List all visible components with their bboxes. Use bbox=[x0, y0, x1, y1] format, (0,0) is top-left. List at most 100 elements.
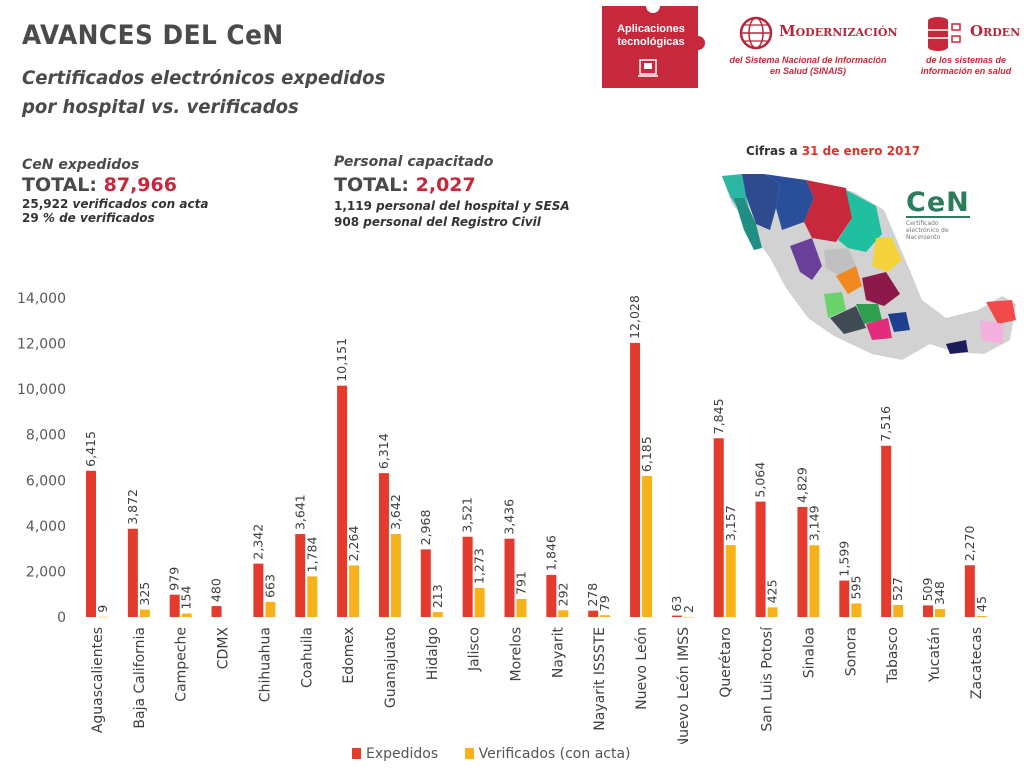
puzzle-line-1: Aplicaciones bbox=[617, 23, 685, 35]
x-tick-label: Hidalgo bbox=[425, 627, 441, 680]
bar-expedidos bbox=[211, 606, 222, 617]
personal-hospital-text: personal del hospital y SESA bbox=[376, 199, 570, 213]
bar-verificados bbox=[809, 545, 820, 617]
x-tick-label: Zacatecas bbox=[969, 627, 985, 699]
cen-verified-line: 25,922 verificados con acta bbox=[22, 197, 208, 211]
cen-verified-text: verificados con acta bbox=[72, 197, 209, 211]
page-subtitle: Certificados electrónicos expedidos por … bbox=[22, 64, 385, 122]
personal-total-label: TOTAL: bbox=[334, 174, 410, 196]
x-tick-label: Aguascalientes bbox=[90, 627, 106, 733]
y-tick-label: 8,000 bbox=[26, 428, 66, 444]
bar-verificados bbox=[139, 609, 150, 617]
bar-expedidos bbox=[964, 565, 975, 617]
modernizacion-sub-1: del Sistema Nacional de Información bbox=[729, 55, 887, 65]
bar-expedidos bbox=[420, 549, 431, 617]
data-label-verificados: 325 bbox=[137, 582, 152, 606]
x-tick-label: Nuevo León bbox=[634, 627, 650, 710]
data-label-expedidos: 1,846 bbox=[543, 535, 558, 571]
data-label-expedidos: 63 bbox=[669, 596, 684, 612]
orden-subtitle: de los sistemas de información en salud bbox=[910, 55, 1022, 77]
personal-stats-label: Personal capacitado bbox=[334, 154, 494, 170]
bar-expedidos bbox=[797, 506, 808, 617]
data-label-expedidos: 278 bbox=[585, 583, 600, 607]
cen-logo-caption: Certificado electrónico de Nacimiento bbox=[906, 220, 974, 241]
x-tick-label: Nayarit ISSSTE bbox=[592, 627, 608, 731]
bar-verificados bbox=[390, 534, 401, 617]
data-label-verificados: 6,185 bbox=[639, 436, 654, 472]
cen-percent-num: 29 bbox=[22, 211, 39, 225]
x-tick-label: San Luis Potosí bbox=[760, 626, 776, 732]
x-tick-label: Yucatán bbox=[927, 627, 943, 683]
page-title: AVANCES DEL CeN bbox=[22, 20, 284, 51]
x-tick-label: Tabasco bbox=[885, 627, 901, 684]
data-label-verificados: 2,264 bbox=[346, 526, 361, 562]
data-label-verificados: 1,784 bbox=[304, 537, 319, 573]
personal-hospital-line: 1,119 personal del hospital y SESA bbox=[334, 199, 570, 213]
cen-logo: CeN Certificado electrónico de Nacimient… bbox=[906, 187, 974, 241]
bar-expedidos bbox=[253, 563, 264, 617]
data-label-expedidos: 2,270 bbox=[962, 525, 977, 561]
bar-expedidos bbox=[630, 342, 641, 617]
x-axis: Aguascalientes Baja California Campeche CDM… bbox=[90, 626, 985, 744]
data-label-verificados: 2 bbox=[681, 605, 696, 613]
bar-expedidos bbox=[169, 594, 180, 617]
cen-caption-2: electrónico de bbox=[906, 227, 949, 234]
legend-swatch-verificados bbox=[464, 748, 474, 759]
database-icon bbox=[928, 17, 961, 51]
legend-swatch-expedidos bbox=[352, 748, 361, 759]
data-label-verificados: 595 bbox=[848, 576, 863, 600]
data-label-expedidos: 5,064 bbox=[753, 462, 768, 498]
bar-verificados bbox=[516, 598, 527, 617]
modernizacion-sub-2: en Salud (SINAIS) bbox=[769, 66, 846, 76]
bar-expedidos bbox=[755, 501, 766, 617]
cen-percent-text: % de verificados bbox=[42, 211, 155, 225]
y-tick-label: 2,000 bbox=[26, 564, 66, 580]
x-tick-label: CDMX bbox=[216, 627, 232, 670]
y-tick-label: 10,000 bbox=[17, 382, 66, 398]
y-axis: 0 2,000 4,000 6,000 8,000 10,000 12,000 14,000 bbox=[17, 291, 66, 626]
legend-expedidos: Expedidos bbox=[352, 746, 443, 762]
bar-verificados bbox=[181, 613, 192, 617]
subtitle-line-2: por hospital vs. verificados bbox=[22, 96, 299, 118]
cen-stats-total: TOTAL: 87,966 bbox=[22, 174, 208, 196]
data-label-verificados: 3,157 bbox=[723, 505, 738, 541]
x-tick-label: Sonora bbox=[843, 627, 859, 676]
x-tick-label: Baja California bbox=[132, 627, 148, 729]
data-label-expedidos: 7,516 bbox=[878, 406, 893, 442]
y-tick-label: 0 bbox=[57, 610, 66, 626]
cutoff-date: Cifras a 31 de enero 2017 bbox=[746, 144, 920, 158]
bar-verificados bbox=[851, 603, 862, 617]
chart-legend: Expedidos Verificados (con acta) bbox=[352, 746, 631, 762]
data-label-verificados: 213 bbox=[430, 584, 445, 608]
y-tick-label: 4,000 bbox=[26, 519, 66, 535]
bar-expedidos bbox=[839, 580, 850, 617]
bar-expedidos bbox=[86, 470, 96, 617]
cen-stats: CeN expedidos TOTAL: 87,966 25,922 verif… bbox=[22, 157, 208, 225]
data-label-verificados: 348 bbox=[932, 581, 947, 605]
bar-verificados bbox=[600, 615, 611, 617]
data-label-verificados: 45 bbox=[974, 596, 989, 612]
data-label-verificados: 79 bbox=[597, 595, 612, 611]
data-label-verificados: 663 bbox=[262, 574, 277, 598]
bar-verificados bbox=[558, 610, 569, 617]
x-tick-label: Sinaloa bbox=[801, 627, 817, 678]
x-tick-label: Chihuahua bbox=[257, 627, 273, 702]
bar-expedidos bbox=[881, 445, 892, 617]
legend-label-expedidos: Expedidos bbox=[366, 746, 439, 762]
personal-registro-line: 908 personal del Registro Civil bbox=[334, 215, 570, 229]
x-tick-label: Campeche bbox=[174, 627, 190, 702]
bar-expedidos bbox=[546, 574, 557, 617]
bar-verificados bbox=[683, 616, 694, 618]
legend-verificados: Verificados (con acta) bbox=[464, 746, 631, 762]
personal-stats: Personal capacitado TOTAL: 2,027 1,119 p… bbox=[334, 154, 570, 229]
data-label-expedidos: 6,314 bbox=[376, 433, 391, 469]
cen-verified-num: 25,922 bbox=[22, 197, 69, 211]
puzzle-icon bbox=[602, 6, 705, 88]
bar-expedidos bbox=[337, 385, 348, 617]
data-label-expedidos: 979 bbox=[167, 567, 182, 591]
cutoff-date-value: 31 de enero 2017 bbox=[801, 144, 921, 158]
data-label-expedidos: 7,845 bbox=[711, 398, 726, 434]
orden-sub-2: información en salud bbox=[920, 66, 1012, 76]
data-label-expedidos: 3,521 bbox=[460, 497, 475, 533]
